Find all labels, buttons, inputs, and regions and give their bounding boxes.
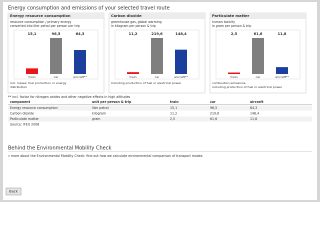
back-button-label[interactable]: Back	[9, 190, 19, 194]
value-label: 61,6	[254, 32, 263, 36]
panel-title: Carbon dioxide	[111, 14, 142, 18]
panel-header	[210, 13, 306, 19]
table-cell: 148,4	[250, 112, 259, 116]
value-label: 96,5	[52, 32, 61, 36]
panel-subtitle: greenhouse gas, global warming	[111, 20, 162, 24]
bar	[276, 67, 288, 74]
bar	[26, 68, 38, 74]
panel-subtitle: converted into liter petrol per person p…	[10, 24, 80, 28]
value-label: 2,5	[231, 32, 238, 36]
category-label: car	[256, 75, 261, 79]
table-cell: 15,1	[170, 106, 177, 110]
category-label: car	[155, 75, 160, 79]
page-title: Energy consumption and emissions of your…	[8, 6, 170, 12]
section-title: Behind the Environmental Mobility Check	[8, 146, 111, 152]
category-label: aircraft**	[73, 75, 87, 79]
panel-subtitle: in kilogram per person & trip	[111, 24, 156, 28]
bar	[252, 38, 264, 74]
table-cell: Carbon dioxide	[10, 112, 34, 116]
value-label: 148,4	[175, 32, 187, 36]
panel-header	[109, 13, 205, 19]
value-label: 219,6	[151, 32, 163, 36]
value-label: 64,3	[76, 32, 85, 36]
section-link[interactable]: » more about the Environmental Mobility …	[8, 154, 203, 158]
bar	[127, 72, 139, 74]
category-label: train	[130, 75, 137, 79]
value-label: 11,8	[278, 32, 287, 36]
table-row-bg	[8, 116, 312, 122]
table-cell: 61,6	[210, 117, 217, 121]
page: Energy consumption and emissions of your…	[0, 0, 320, 202]
table-header: car	[210, 100, 216, 104]
table-cell: 11,2	[170, 112, 177, 116]
panel-header	[8, 13, 104, 19]
bar	[74, 50, 86, 74]
category-label: train	[231, 75, 238, 79]
panel-note: combustion emissions,	[212, 81, 246, 85]
bar	[175, 49, 187, 74]
panel-subtitle: in gram per person & trip	[212, 24, 251, 28]
panel-note: including production of fuel or electric…	[212, 85, 283, 89]
panel-note: distribution	[10, 85, 27, 89]
table-cell: 11,8	[250, 117, 257, 121]
panel-title: Particulate matter	[212, 14, 249, 18]
category-label: aircraft**	[174, 75, 188, 79]
table-cell: 219,6	[210, 112, 219, 116]
category-label: train	[29, 75, 36, 79]
table-cell: Particulate matter	[10, 117, 40, 121]
panel-note: Including production of fuel or electric…	[111, 81, 182, 85]
table-cell: Energy resource consumption	[10, 106, 58, 110]
bar	[228, 72, 240, 74]
panel-note: incl. losses: fuel production or energy	[10, 81, 67, 85]
category-label: car	[54, 75, 59, 79]
table-cell: 64,3	[250, 106, 257, 110]
table-header: train	[170, 100, 179, 104]
category-label: aircraft**	[275, 75, 289, 79]
back-button[interactable]	[5, 187, 22, 196]
table-row-bg	[8, 105, 312, 111]
table-header: unit per person & trip	[92, 100, 132, 104]
value-label: 11,2	[129, 32, 138, 36]
panel-subtitle: resource consumption / primary energy	[10, 20, 71, 24]
value-label: 15,1	[28, 32, 37, 36]
table-cell: gram	[92, 117, 100, 121]
panel-title: Energy resource consumption	[10, 14, 71, 18]
table-cell: liter petrol	[92, 106, 109, 110]
panel-subtitle: human toxicity	[212, 20, 235, 24]
table-cell: 96,5	[210, 106, 217, 110]
bar	[151, 38, 163, 74]
table-cell: kilogram	[92, 112, 106, 116]
table-cell: 2,5	[170, 117, 175, 121]
table-header: aircraft	[250, 100, 264, 104]
table-header: component	[10, 100, 31, 104]
bar	[50, 38, 62, 74]
footnote: ** incl. factor for nitrogen oxides and …	[8, 95, 131, 99]
table-source: Source: IFEU 2008	[10, 123, 39, 127]
